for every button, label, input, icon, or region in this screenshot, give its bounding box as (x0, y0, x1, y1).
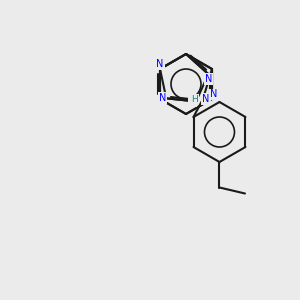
Text: N: N (156, 59, 164, 70)
Text: N: N (205, 74, 212, 84)
Text: N: N (202, 94, 210, 104)
Text: H: H (191, 94, 198, 103)
Text: N: N (210, 89, 217, 100)
Text: N: N (189, 97, 196, 106)
Text: N: N (159, 93, 166, 103)
